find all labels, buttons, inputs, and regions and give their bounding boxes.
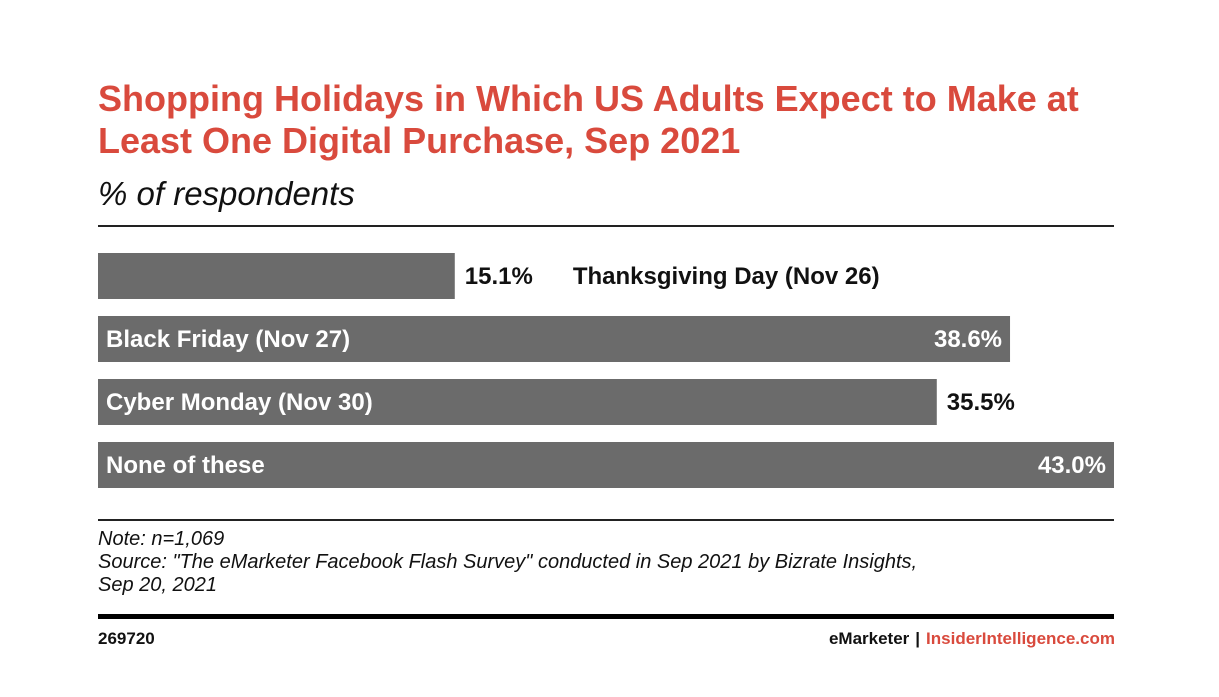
category-label-cyber-monday-nov-30: Cyber Monday (Nov 30) [106,389,373,416]
value-label-cyber-monday-nov-30: 35.5% [947,389,1015,416]
top-divider [98,225,1114,227]
source-note-line-2: Sep 20, 2021 [98,574,217,596]
brand-emarketer: eMarketer [828,629,910,648]
category-label-black-friday-nov-27: Black Friday (Nov 27) [106,326,350,353]
footer-brand: eMarketer | InsiderIntelligence.com [829,629,1115,649]
bar-black-friday-nov-27 [98,316,1011,362]
bar-thanksgiving-day-nov-26 [98,253,455,299]
chart-id: 269720 [98,629,155,648]
sample-note: Note: n=1,069 [98,528,225,550]
source-note-line-1: Source: "The eMarketer Facebook Flash Su… [98,551,918,573]
brand-separator: | [915,629,921,648]
value-label-none-of-these: 43.0% [1038,452,1106,479]
value-label-black-friday-nov-27: 38.6% [934,326,1002,353]
bar-cyber-monday-nov-30 [98,379,937,425]
chart-subtitle: % of respondents [98,175,355,212]
bar-none-of-these [98,442,1114,488]
brand-site-link[interactable]: InsiderIntelligence.com [926,629,1115,648]
value-label-thanksgiving-day-nov-26: 15.1% [465,263,533,290]
chart-notes: Note: n=1,069 Source: "The eMarketer Fac… [98,528,1118,597]
category-label-none-of-these: None of these [106,452,265,479]
chart-title: Shopping Holidays in Which US Adults Exp… [98,78,1079,161]
category-label-thanksgiving-day-nov-26: Thanksgiving Day (Nov 26) [573,263,880,290]
middle-divider [98,519,1114,521]
bottom-divider [98,614,1114,619]
